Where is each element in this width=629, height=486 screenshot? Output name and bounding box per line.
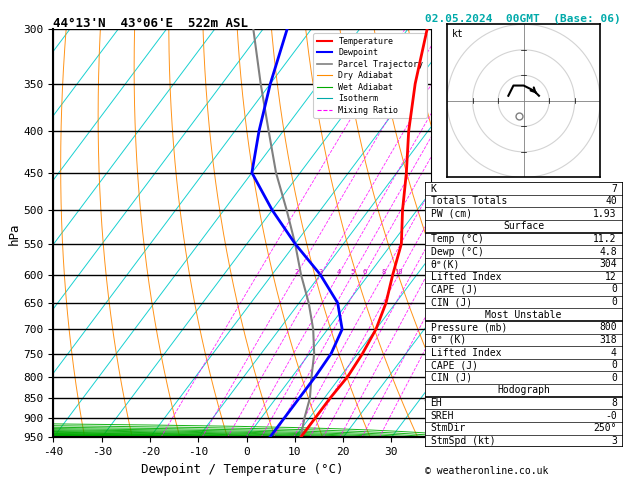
Text: Most Unstable: Most Unstable: [486, 310, 562, 320]
Text: SREH: SREH: [430, 411, 454, 420]
Text: Hodograph: Hodograph: [497, 385, 550, 396]
Text: 1.93: 1.93: [593, 209, 617, 219]
Text: StmSpd (kt): StmSpd (kt): [430, 436, 495, 446]
Text: 44°13'N  43°06'E  522m ASL: 44°13'N 43°06'E 522m ASL: [53, 17, 248, 30]
Text: 7: 7: [611, 184, 617, 193]
Text: EH: EH: [430, 398, 442, 408]
Text: © weatheronline.co.uk: © weatheronline.co.uk: [425, 466, 548, 476]
Text: Surface: Surface: [503, 222, 544, 231]
Text: 304: 304: [599, 259, 617, 269]
Text: 5: 5: [350, 269, 355, 275]
Text: θᵉ(K): θᵉ(K): [430, 259, 460, 269]
Text: 10: 10: [394, 269, 403, 275]
Text: 4.8: 4.8: [599, 246, 617, 257]
Text: kt: kt: [452, 29, 464, 39]
Text: Dewp (°C): Dewp (°C): [430, 246, 484, 257]
Text: CIN (J): CIN (J): [430, 297, 472, 307]
Text: θᵉ (K): θᵉ (K): [430, 335, 465, 345]
Text: 40: 40: [605, 196, 617, 206]
Text: 11.2: 11.2: [593, 234, 617, 244]
Text: 6: 6: [362, 269, 367, 275]
Text: 8: 8: [381, 269, 386, 275]
Text: 0: 0: [611, 360, 617, 370]
Text: 0: 0: [611, 373, 617, 383]
X-axis label: Dewpoint / Temperature (°C): Dewpoint / Temperature (°C): [141, 463, 343, 476]
Text: 0: 0: [611, 284, 617, 295]
Text: 02.05.2024  00GMT  (Base: 06): 02.05.2024 00GMT (Base: 06): [425, 14, 620, 24]
Text: 800: 800: [599, 322, 617, 332]
Text: PW (cm): PW (cm): [430, 209, 472, 219]
Text: CIN (J): CIN (J): [430, 373, 472, 383]
Y-axis label: km
ASL: km ASL: [449, 225, 471, 242]
Text: CAPE (J): CAPE (J): [430, 284, 477, 295]
Text: 318: 318: [599, 335, 617, 345]
Text: 4: 4: [611, 347, 617, 358]
Text: 8: 8: [611, 398, 617, 408]
Text: Lifted Index: Lifted Index: [430, 272, 501, 282]
Text: Pressure (mb): Pressure (mb): [430, 322, 507, 332]
Text: -0: -0: [605, 411, 617, 420]
Text: K: K: [430, 184, 437, 193]
Text: 2: 2: [294, 269, 299, 275]
Text: 0: 0: [611, 297, 617, 307]
Text: 250°: 250°: [593, 423, 617, 433]
Text: 12: 12: [605, 272, 617, 282]
Text: 3: 3: [611, 436, 617, 446]
Text: CAPE (J): CAPE (J): [430, 360, 477, 370]
Text: 15: 15: [423, 269, 431, 275]
Text: Temp (°C): Temp (°C): [430, 234, 484, 244]
Text: 3: 3: [318, 269, 323, 275]
Y-axis label: hPa: hPa: [8, 222, 21, 244]
Text: StmDir: StmDir: [430, 423, 465, 433]
Text: 4: 4: [337, 269, 340, 275]
Text: Lifted Index: Lifted Index: [430, 347, 501, 358]
Text: LCL: LCL: [435, 376, 453, 385]
Text: Totals Totals: Totals Totals: [430, 196, 507, 206]
Legend: Temperature, Dewpoint, Parcel Trajectory, Dry Adiabat, Wet Adiabat, Isotherm, Mi: Temperature, Dewpoint, Parcel Trajectory…: [313, 34, 426, 118]
